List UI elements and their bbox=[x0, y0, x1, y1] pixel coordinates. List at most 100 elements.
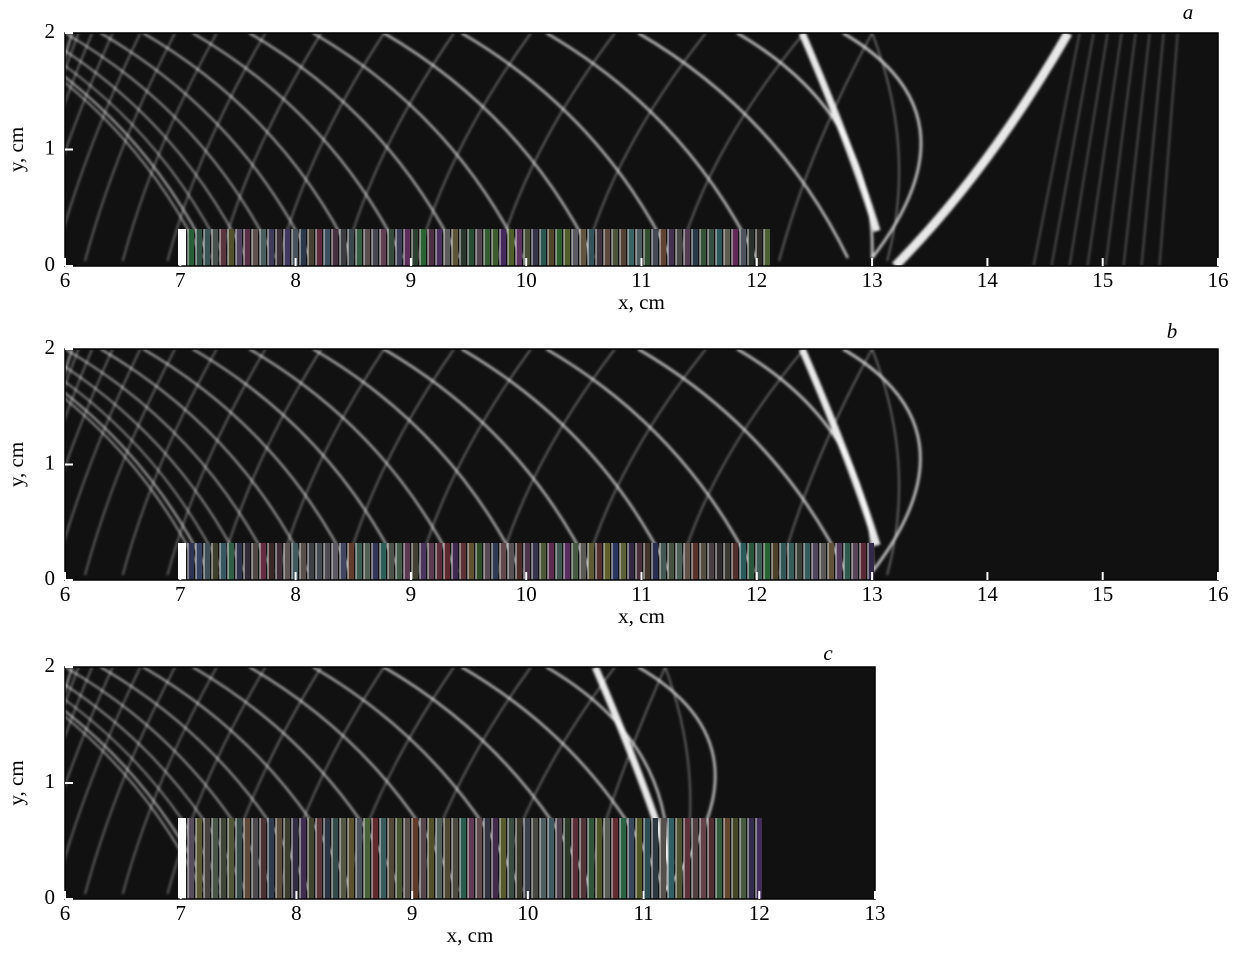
y-tick-label: 0 bbox=[45, 885, 56, 909]
page: 678910111213141516012x, cmy, cma67891011… bbox=[0, 0, 1240, 965]
obstacle bbox=[644, 818, 650, 899]
obstacle bbox=[188, 229, 194, 266]
x-tick-label: 9 bbox=[406, 582, 417, 606]
obstacle bbox=[524, 818, 530, 899]
obstacle bbox=[444, 229, 450, 266]
obstacle bbox=[204, 543, 210, 580]
obstacle bbox=[212, 229, 218, 266]
obstacle bbox=[204, 818, 210, 899]
obstacle bbox=[324, 818, 330, 899]
x-axis-label: x, cm bbox=[447, 923, 494, 947]
obstacle bbox=[188, 543, 194, 580]
x-tick-label: 14 bbox=[977, 268, 999, 292]
obstacle bbox=[300, 543, 306, 580]
panel-label: a bbox=[1183, 0, 1194, 24]
obstacle bbox=[364, 818, 370, 899]
obstacle bbox=[572, 543, 578, 580]
obstacle bbox=[468, 229, 474, 266]
obstacle bbox=[244, 818, 250, 899]
obstacle bbox=[300, 818, 306, 899]
obstacle bbox=[284, 229, 290, 266]
obstacle bbox=[404, 229, 410, 266]
obstacle bbox=[772, 543, 778, 580]
obstacle bbox=[668, 818, 674, 899]
obstacle bbox=[212, 818, 218, 899]
x-tick-label: 6 bbox=[60, 268, 71, 292]
obstacle bbox=[196, 229, 202, 266]
panel-label: c bbox=[823, 641, 833, 665]
obstacle bbox=[340, 818, 346, 899]
x-tick-label: 12 bbox=[746, 268, 767, 292]
obstacle bbox=[796, 543, 802, 580]
obstacle bbox=[468, 818, 474, 899]
obstacle bbox=[436, 543, 442, 580]
obstacle bbox=[212, 543, 218, 580]
obstacle bbox=[508, 543, 514, 580]
obstacle bbox=[708, 229, 714, 266]
obstacle bbox=[420, 543, 426, 580]
obstacle bbox=[604, 818, 610, 899]
obstacle bbox=[268, 229, 274, 266]
x-tick-label: 11 bbox=[633, 901, 653, 925]
obstacle bbox=[860, 543, 866, 580]
y-axis-label: y, cm bbox=[4, 442, 28, 487]
obstacle bbox=[588, 229, 594, 266]
obstacle bbox=[476, 543, 482, 580]
obstacle bbox=[220, 229, 226, 266]
obstacle bbox=[692, 818, 698, 899]
obstacle bbox=[220, 818, 226, 899]
obstacle bbox=[236, 818, 242, 899]
obstacle bbox=[852, 543, 858, 580]
obstacle bbox=[380, 543, 386, 580]
obstacle-step bbox=[178, 818, 186, 899]
obstacle bbox=[620, 229, 626, 266]
obstacle bbox=[444, 543, 450, 580]
obstacle bbox=[652, 818, 658, 899]
obstacle bbox=[396, 818, 402, 899]
obstacle bbox=[588, 818, 594, 899]
obstacle bbox=[572, 818, 578, 899]
obstacle bbox=[388, 543, 394, 580]
obstacle bbox=[452, 818, 458, 899]
obstacle bbox=[652, 229, 658, 266]
obstacle bbox=[252, 818, 258, 899]
obstacle bbox=[340, 229, 346, 266]
obstacle bbox=[276, 818, 282, 899]
obstacle bbox=[724, 543, 730, 580]
obstacle bbox=[236, 229, 242, 266]
obstacle bbox=[508, 229, 514, 266]
panel-label: b bbox=[1167, 319, 1178, 343]
obstacle bbox=[580, 229, 586, 266]
obstacle bbox=[428, 818, 434, 899]
obstacle bbox=[724, 818, 730, 899]
x-tick-label: 16 bbox=[1208, 582, 1229, 606]
obstacle bbox=[396, 543, 402, 580]
obstacle bbox=[644, 543, 650, 580]
x-tick-label: 7 bbox=[175, 901, 186, 925]
obstacle bbox=[580, 543, 586, 580]
obstacle bbox=[460, 818, 466, 899]
obstacle bbox=[420, 229, 426, 266]
x-tick-label: 10 bbox=[516, 268, 537, 292]
obstacle bbox=[748, 543, 754, 580]
obstacle bbox=[412, 818, 418, 899]
obstacle bbox=[332, 229, 338, 266]
obstacle bbox=[732, 818, 738, 899]
x-tick-label: 13 bbox=[862, 582, 883, 606]
obstacle bbox=[556, 543, 562, 580]
y-tick-label: 1 bbox=[45, 769, 56, 793]
obstacle bbox=[332, 818, 338, 899]
x-tick-label: 7 bbox=[175, 582, 186, 606]
obstacle bbox=[268, 543, 274, 580]
x-tick-label: 12 bbox=[749, 901, 770, 925]
obstacle bbox=[732, 543, 738, 580]
obstacle bbox=[812, 543, 818, 580]
obstacle bbox=[676, 229, 682, 266]
obstacle bbox=[460, 229, 466, 266]
obstacle bbox=[436, 818, 442, 899]
obstacle bbox=[284, 818, 290, 899]
x-tick-label: 8 bbox=[291, 901, 302, 925]
obstacle bbox=[356, 818, 362, 899]
y-tick-label: 0 bbox=[45, 566, 56, 590]
obstacle bbox=[436, 229, 442, 266]
